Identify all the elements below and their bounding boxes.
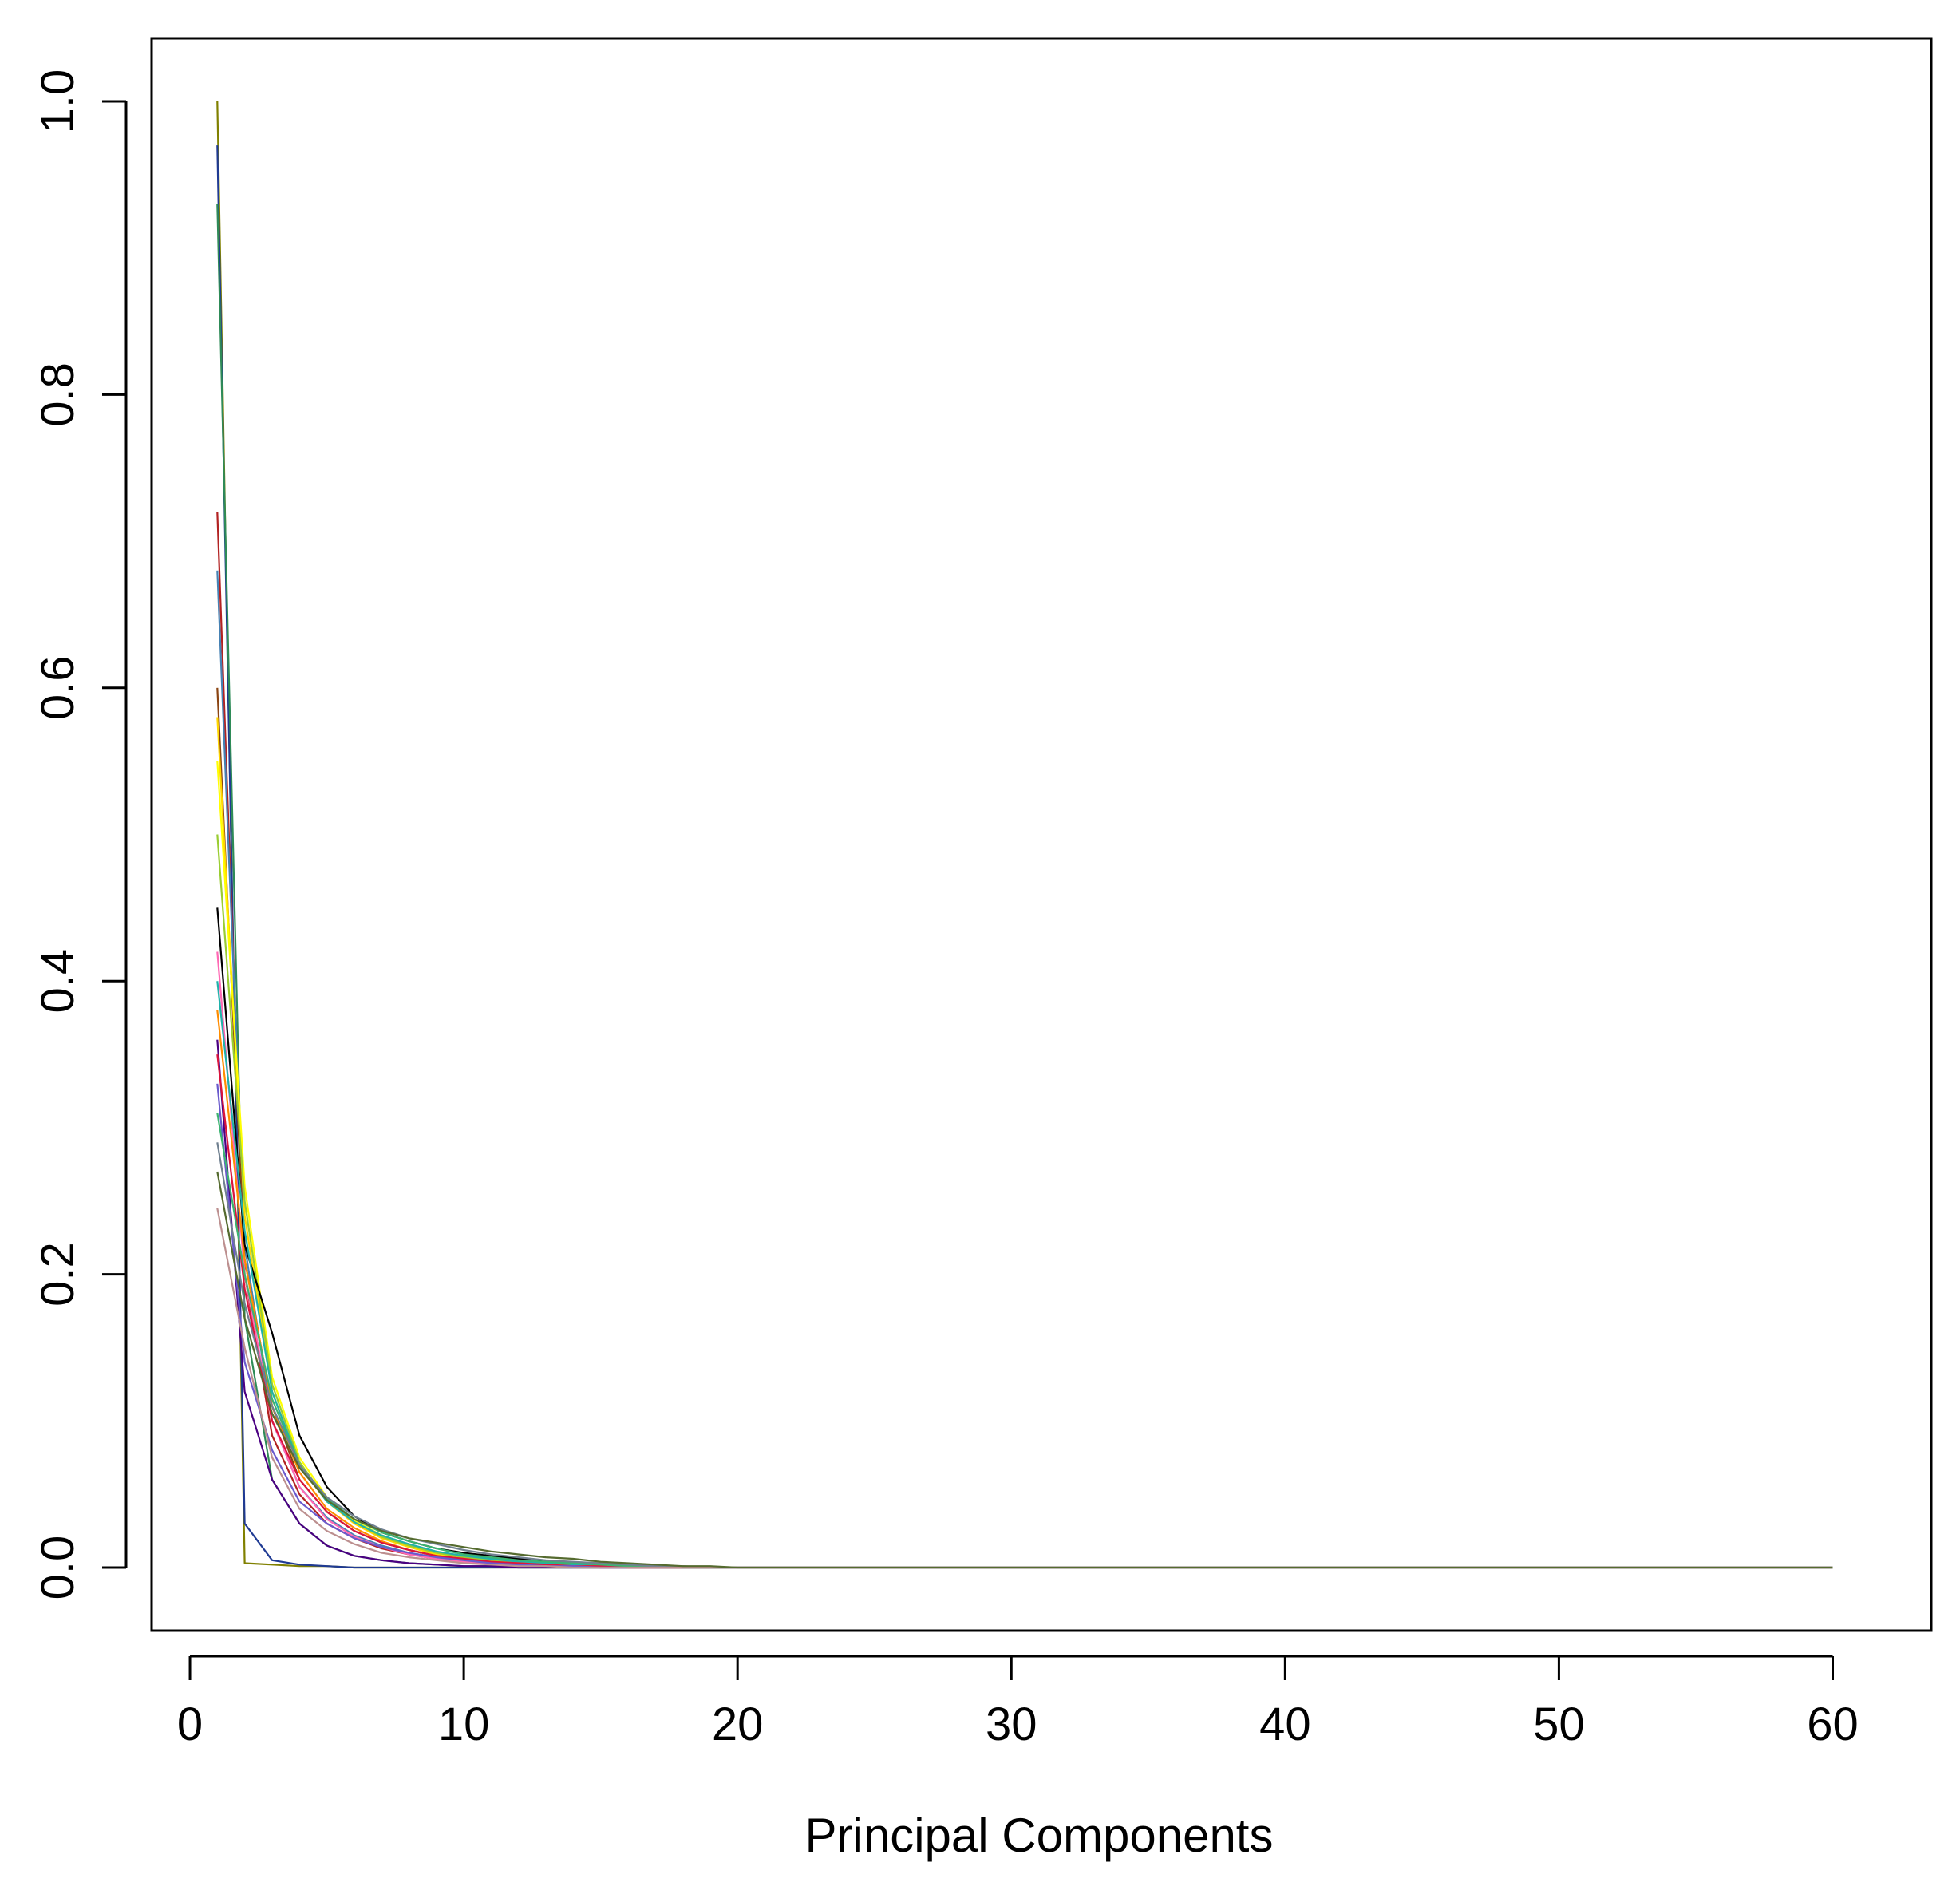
plot-frame bbox=[150, 37, 1933, 1632]
series-line-5 bbox=[216, 570, 1833, 1569]
series-line-18 bbox=[216, 1142, 1833, 1569]
series-line-17 bbox=[216, 1113, 1833, 1569]
series-line-12 bbox=[216, 981, 1833, 1569]
x-tick-label: 50 bbox=[1533, 1698, 1585, 1750]
series-line-14 bbox=[216, 1039, 1833, 1569]
y-axis: 0.0 0.2 0.4 0.6 0.8 1.0 bbox=[32, 69, 128, 1600]
series-line-7 bbox=[216, 717, 1833, 1569]
y-tick-label: 1.0 bbox=[32, 69, 84, 134]
series-line-3 bbox=[216, 204, 1833, 1569]
series-line-15 bbox=[216, 1054, 1833, 1569]
x-tick-label: 20 bbox=[712, 1698, 764, 1750]
y-tick-label: 0.8 bbox=[32, 362, 84, 427]
series-line-16 bbox=[216, 1083, 1833, 1569]
x-tick-label: 40 bbox=[1259, 1698, 1311, 1750]
series-line-11 bbox=[216, 951, 1833, 1569]
series-line-1 bbox=[216, 101, 1833, 1569]
series-line-13 bbox=[216, 1010, 1833, 1569]
series-line-2 bbox=[216, 145, 1833, 1569]
y-tick-label: 0.0 bbox=[32, 1536, 84, 1600]
series-line-10 bbox=[216, 907, 1833, 1569]
x-tick-label: 60 bbox=[1807, 1698, 1859, 1750]
y-tick-label: 0.4 bbox=[32, 949, 84, 1014]
y-tick-label: 0.2 bbox=[32, 1242, 84, 1307]
x-axis: 0 10 20 30 40 50 60 bbox=[177, 1655, 1859, 1750]
series-line-6 bbox=[216, 687, 1833, 1569]
series-line-9 bbox=[216, 834, 1833, 1569]
series-line-19 bbox=[216, 1208, 1833, 1569]
series-layer bbox=[216, 101, 1833, 1569]
x-tick-label: 30 bbox=[986, 1698, 1037, 1750]
series-line-20 bbox=[216, 1171, 1833, 1569]
y-tick-label: 0.6 bbox=[32, 655, 84, 720]
series-line-4 bbox=[216, 512, 1833, 1569]
x-tick-label: 10 bbox=[438, 1698, 490, 1750]
x-tick-label: 0 bbox=[177, 1698, 203, 1750]
x-axis-title: Principal Components bbox=[805, 1809, 1274, 1862]
series-line-8 bbox=[216, 761, 1833, 1569]
